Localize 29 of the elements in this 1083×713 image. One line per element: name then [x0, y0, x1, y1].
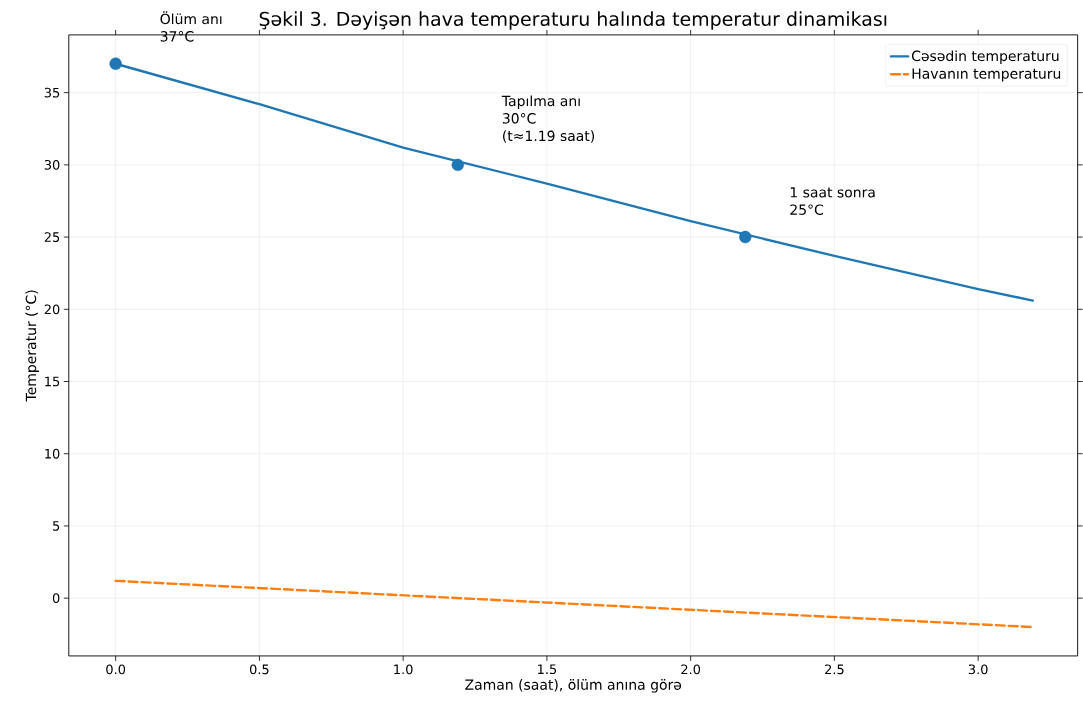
- annotation: Tapılma anı: [501, 95, 580, 110]
- x-tick-label: 0.5: [249, 664, 269, 675]
- text: Ölüm anı: [160, 11, 222, 25]
- y-tick-label: 20: [44, 304, 60, 315]
- y-tick-label: 5: [53, 521, 60, 531]
- annotation: (t≈1.19 saat): [503, 130, 595, 143]
- x-axis-title: Zaman (saat), ölüm anına görə: [465, 679, 682, 693]
- x-tick-label: 1.0: [394, 664, 413, 675]
- point: [109, 57, 122, 71]
- legend-label: Cəsədin temperaturu: [912, 50, 1059, 65]
- y-tick-label: 15: [45, 376, 60, 387]
- y-tick-label: 25: [44, 232, 60, 243]
- chart-title: Şəkil 3. Dəyişən hava temperaturu halında temperatur dinamikası: [259, 11, 887, 30]
- point: [739, 231, 752, 244]
- legend-label: Havanın temperaturu: [912, 68, 1061, 82]
- annotation: 25°C: [790, 204, 824, 216]
- annotation: 30°C: [502, 113, 536, 124]
- x-tick-label: 1.5: [538, 664, 557, 675]
- annotation: 1 saat sonra: [790, 187, 875, 198]
- y-tick-label: 30: [44, 160, 60, 170]
- y-tick-label: 10: [45, 448, 60, 459]
- x-tick-label: 2.5: [825, 664, 844, 675]
- x-tick-label: 2.0: [681, 664, 701, 675]
- point: [451, 158, 464, 172]
- y-tick-label: 35: [44, 87, 60, 98]
- x-tick-label: 0.0: [106, 664, 126, 675]
- x-tick-label: 3.0: [968, 664, 988, 675]
- y-axis-title: Temperatur (°C): [25, 290, 39, 402]
- y-tick-label: 0: [52, 593, 60, 604]
